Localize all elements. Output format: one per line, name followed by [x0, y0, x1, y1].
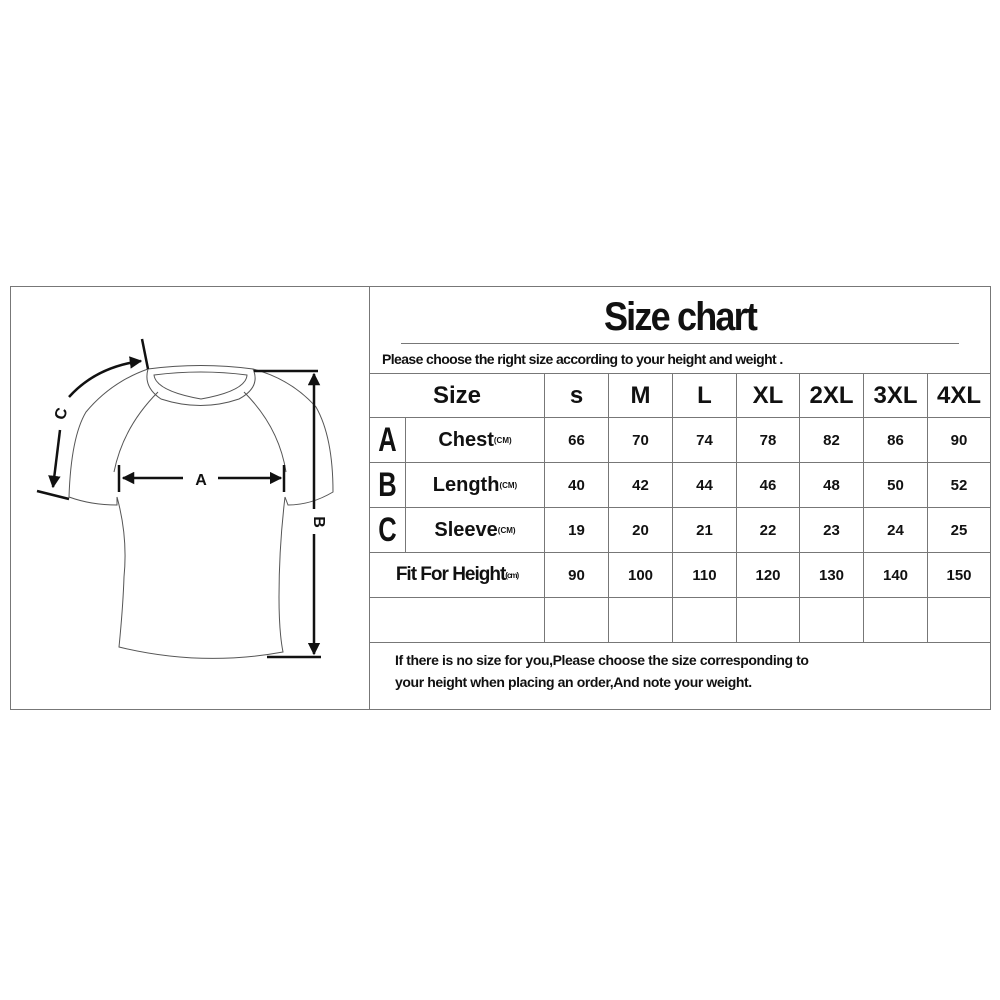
- size-chart: A B C Size chart Please choose the right…: [10, 286, 991, 710]
- value-cell: 78: [736, 418, 799, 462]
- unit: (CM): [499, 480, 518, 490]
- value-cell: 90: [544, 553, 608, 597]
- value-cell: 150: [927, 553, 990, 597]
- value-cell: 23: [799, 508, 863, 552]
- value-cell: 110: [672, 553, 736, 597]
- size-header: Size: [432, 381, 482, 409]
- unit: (cm): [505, 570, 519, 580]
- value-cell: 70: [608, 418, 672, 462]
- measure-label: Chest (CM): [405, 418, 544, 462]
- measure-label: Fit For Height (cm): [370, 553, 544, 597]
- measure-label: Length (CM): [405, 463, 544, 507]
- table-row: B Length (CM) 40 42 44 46 48 50 52: [370, 463, 990, 508]
- value-cell: 48: [799, 463, 863, 507]
- size-col: 4XL: [927, 374, 990, 417]
- value-cell: 50: [863, 463, 927, 507]
- table-row: C Sleeve (CM) 19 20 21 22 23 24 25: [370, 508, 990, 553]
- header-row: Size s M L XL 2XL 3XL 4XL: [370, 374, 990, 418]
- footer-line-1: If there is no size for you,Please choos…: [395, 652, 809, 668]
- measure-name: Sleeve: [434, 518, 498, 541]
- footer-note: If there is no size for you,Please choos…: [395, 649, 809, 693]
- value-cell: 120: [736, 553, 799, 597]
- value-cell: 90: [927, 418, 990, 462]
- footer-line-2: your height when placing an order,And no…: [395, 674, 752, 690]
- measure-name: Fit For Height: [395, 564, 506, 585]
- measure-name: Chest: [438, 428, 494, 451]
- measure-name: Length: [432, 473, 500, 496]
- value-cell: 100: [608, 553, 672, 597]
- value-cell: 44: [672, 463, 736, 507]
- value-cell: 82: [799, 418, 863, 462]
- label-b: B: [310, 516, 327, 528]
- table-row: A Chest (CM) 66 70 74 78 82 86 90: [370, 418, 990, 463]
- value-cell: 19: [544, 508, 608, 552]
- label-a: A: [195, 472, 207, 489]
- label-c: C: [52, 406, 72, 422]
- table-row: Fit For Height (cm) 90 100 110 120 130 140 150: [370, 553, 990, 598]
- tshirt-diagram: A B C: [11, 287, 370, 709]
- unit: (CM): [497, 525, 516, 535]
- size-col: s: [544, 374, 608, 417]
- value-cell: 46: [736, 463, 799, 507]
- value-cell: 20: [608, 508, 672, 552]
- value-cell: 74: [672, 418, 736, 462]
- empty-row: [370, 598, 990, 643]
- measure-letter: B: [378, 465, 397, 504]
- value-cell: 42: [608, 463, 672, 507]
- tshirt-illustration: A B C: [36, 338, 334, 659]
- measure-letter: C: [378, 510, 397, 549]
- size-col: 3XL: [863, 374, 927, 417]
- value-cell: 22: [736, 508, 799, 552]
- value-cell: 140: [863, 553, 927, 597]
- measure-letter: A: [378, 420, 397, 459]
- value-cell: 66: [544, 418, 608, 462]
- size-col: XL: [736, 374, 799, 417]
- value-cell: 130: [799, 553, 863, 597]
- measure-label: Sleeve (CM): [405, 508, 544, 552]
- unit: (CM): [493, 435, 512, 445]
- value-cell: 40: [544, 463, 608, 507]
- size-col: L: [672, 374, 736, 417]
- value-cell: 52: [927, 463, 990, 507]
- size-col: M: [608, 374, 672, 417]
- value-cell: 25: [927, 508, 990, 552]
- chart-subtitle: Please choose the right size according t…: [370, 344, 990, 374]
- size-table: Size chart Please choose the right size …: [370, 287, 990, 709]
- value-cell: 86: [863, 418, 927, 462]
- value-cell: 21: [672, 508, 736, 552]
- size-col: 2XL: [799, 374, 863, 417]
- chart-title: Size chart: [401, 287, 959, 344]
- value-cell: 24: [863, 508, 927, 552]
